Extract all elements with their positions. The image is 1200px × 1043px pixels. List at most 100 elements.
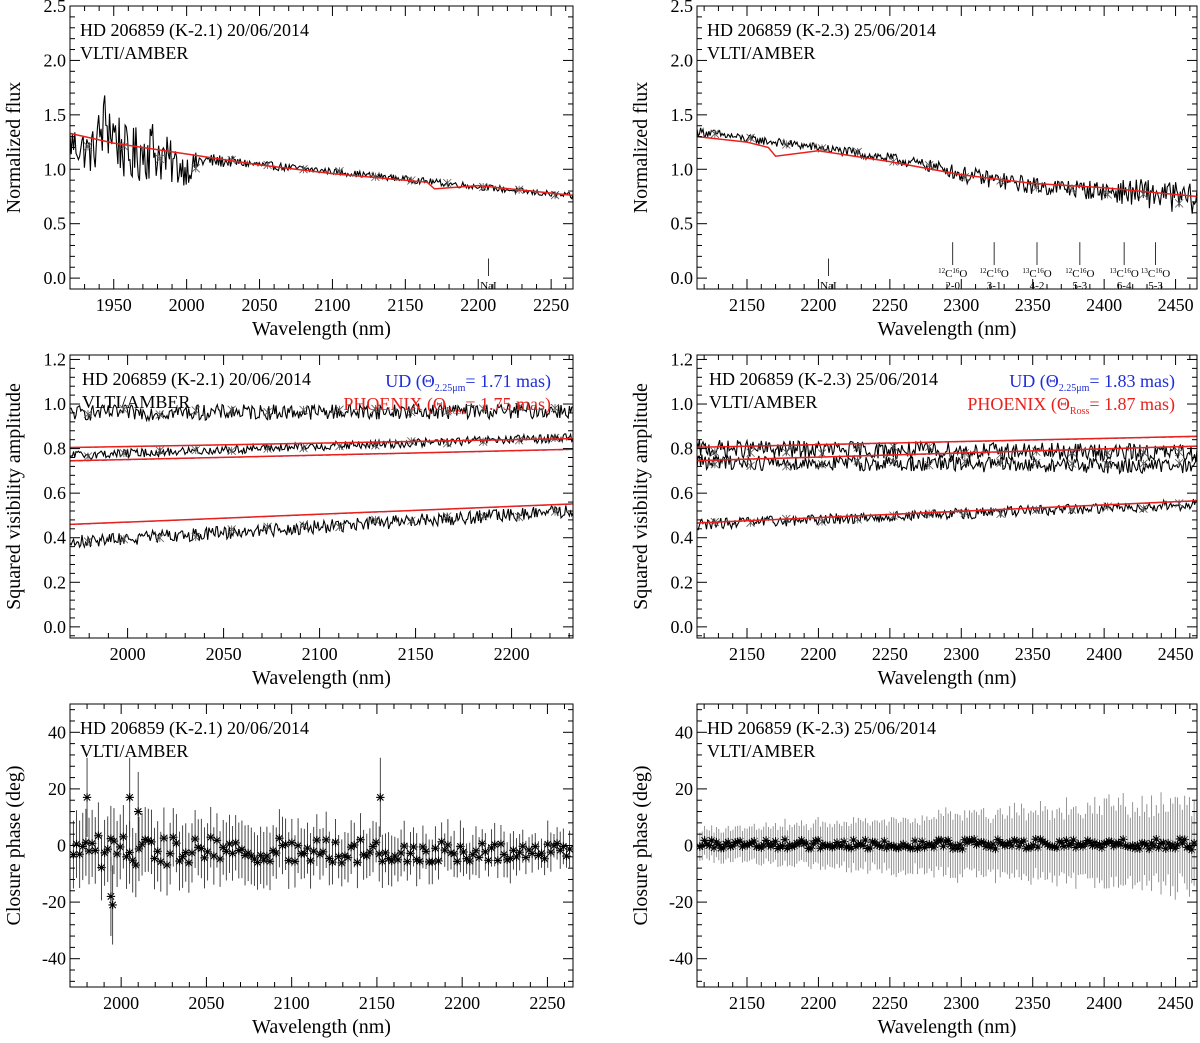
data-marker	[1032, 447, 1041, 456]
y-tick-label: 2.0	[44, 50, 67, 70]
x-tick-label: 2200	[444, 993, 480, 1013]
data-marker	[442, 407, 452, 416]
annotation-target: HD 206859 (K-2.1) 20/06/2014	[80, 20, 309, 41]
data-point	[403, 857, 412, 866]
data-marker	[889, 442, 898, 452]
x-axis-label: Wavelength (nm)	[252, 318, 391, 340]
legend-entry-phoenix: PHOENIX (ΘRoss= 1.75 mas)	[343, 394, 551, 417]
y-tick-label: -40	[42, 949, 66, 969]
data-marker	[710, 447, 720, 457]
data-marker	[407, 516, 416, 526]
x-axis-label: Wavelength (nm)	[252, 1016, 391, 1038]
y-tick-label: 0.6	[671, 483, 694, 503]
y-tick-label: 0.4	[44, 528, 67, 548]
x-tick-label: 2300	[943, 644, 979, 664]
data-marker	[782, 461, 791, 471]
feature-band: 5-3	[1148, 280, 1163, 292]
data-point	[431, 844, 440, 853]
data-marker	[442, 512, 452, 521]
feature-band: 3-1	[987, 280, 1002, 292]
data-marker	[227, 446, 236, 456]
series-phoenix-baseline-1	[70, 437, 573, 449]
data-marker	[996, 176, 1005, 185]
y-tick-label: 1.5	[671, 105, 694, 125]
data-point	[356, 835, 365, 844]
x-tick-label: 2150	[729, 295, 765, 315]
feature-band: 2-0	[945, 280, 960, 292]
y-tick-label: 1.0	[671, 394, 694, 414]
series-phoenix-baseline-1	[697, 435, 1197, 449]
annotation-target: HD 206859 (K-2.3) 25/06/2014	[707, 718, 936, 739]
y-tick-label: 2.0	[671, 50, 694, 70]
annotation-instrument: VLTI/AMBER	[707, 43, 815, 63]
data-marker	[1139, 504, 1148, 513]
data-marker	[817, 517, 827, 526]
data-marker	[478, 511, 488, 521]
data-point	[331, 838, 340, 847]
data-marker	[924, 460, 934, 470]
data-marker	[710, 459, 720, 469]
data-marker	[853, 147, 862, 157]
y-tick-label: 0.5	[44, 214, 67, 234]
data-point	[165, 849, 175, 858]
data-marker	[335, 405, 344, 414]
data-point	[194, 843, 203, 852]
series-observed	[697, 127, 1197, 214]
data-marker	[263, 522, 272, 532]
x-tick-label: 2400	[1086, 993, 1122, 1013]
y-tick-label: 1.0	[44, 394, 67, 414]
x-tick-label: 2050	[206, 644, 242, 664]
y-tick-label: 40	[675, 722, 693, 742]
data-point	[559, 842, 568, 851]
data-marker	[782, 447, 791, 457]
y-tick-label: 0.6	[44, 483, 67, 503]
x-tick-label: 2150	[387, 295, 423, 315]
data-point	[231, 838, 240, 848]
y-tick-label: 0.0	[44, 617, 67, 637]
x-axis-label: Wavelength (nm)	[878, 1016, 1017, 1038]
data-marker	[1174, 199, 1184, 208]
data-marker	[155, 446, 165, 455]
annotation-instrument: VLTI/AMBER	[80, 741, 188, 761]
x-tick-label: 2250	[872, 993, 908, 1013]
annotation-instrument: VLTI/AMBER	[82, 392, 190, 412]
panel-vis-k23: 2150 2200 2250 2300 2350 2400 2450 0.0 0.2 0.4 0.6…	[630, 349, 1198, 689]
plot-area	[697, 435, 1197, 531]
data-point	[106, 892, 116, 901]
data-marker	[1067, 459, 1077, 468]
x-tick-label: 2250	[529, 993, 565, 1013]
y-tick-label: 0	[57, 836, 66, 856]
x-tick-label: 2300	[943, 295, 979, 315]
data-marker	[746, 133, 755, 143]
data-marker	[1103, 460, 1112, 470]
y-axis-label: Normalized flux	[3, 82, 25, 214]
data-marker	[191, 164, 201, 173]
x-tick-label: 2000	[169, 295, 205, 315]
legend-entry-phoenix: PHOENIX (ΘRoss= 1.87 mas)	[967, 394, 1175, 417]
data-marker	[1139, 447, 1148, 457]
data-point	[287, 838, 297, 847]
panel-cp-k21: 2000 2050 2100 2150 2200 2250 -40 -20 0 20 40 Wavel…	[3, 703, 574, 1038]
annotation-instrument: VLTI/AMBER	[80, 43, 188, 63]
data-marker	[371, 515, 380, 525]
data-marker	[1174, 447, 1184, 457]
y-tick-label: 0.0	[671, 617, 694, 637]
data-marker	[817, 460, 827, 469]
x-tick-label: 2200	[460, 295, 496, 315]
data-point	[134, 807, 143, 816]
y-tick-label: 0.4	[671, 528, 694, 548]
y-tick-label: 0.8	[671, 439, 694, 459]
y-tick-label: 0.8	[44, 439, 67, 459]
data-marker	[335, 522, 344, 532]
data-marker	[550, 403, 560, 413]
data-point	[350, 840, 359, 850]
feature-label-co: 12C16O	[1065, 267, 1094, 280]
y-tick-label: 20	[675, 779, 693, 799]
data-point	[312, 835, 322, 845]
y-tick-label: 0.2	[44, 572, 67, 592]
y-axis-label: Squared visibility amplitude	[3, 383, 25, 610]
data-point	[813, 835, 823, 845]
feature-label-co: 13C16O	[1141, 267, 1170, 280]
legend-entry-ud: UD (Θ2.25μm= 1.71 mas)	[385, 371, 551, 394]
x-tick-label: 2100	[302, 644, 338, 664]
